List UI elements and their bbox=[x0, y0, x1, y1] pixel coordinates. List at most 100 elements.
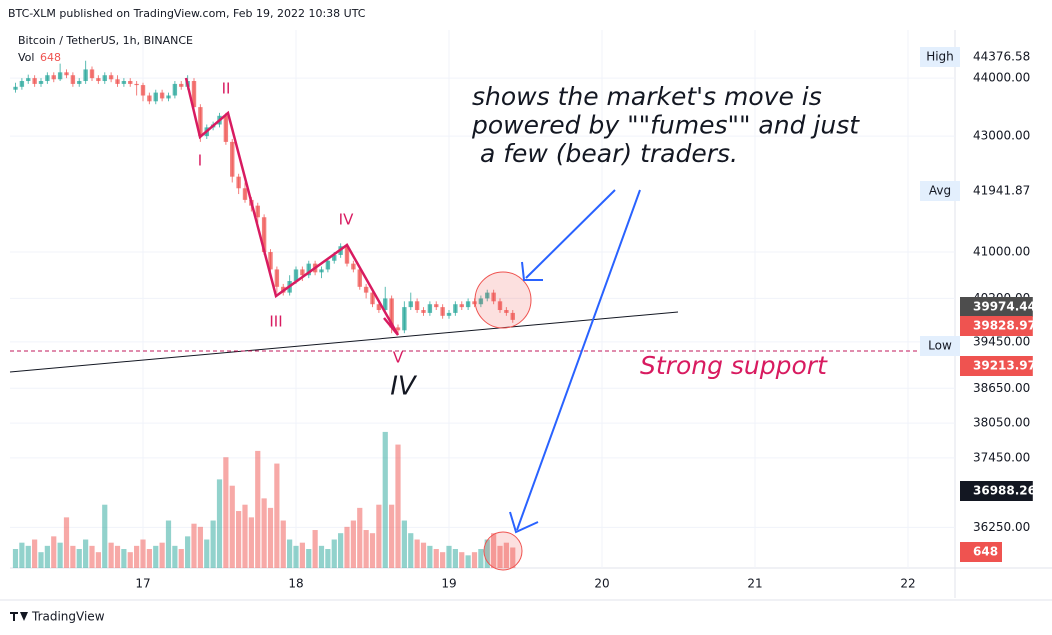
candle-body bbox=[268, 252, 273, 270]
price-box bbox=[960, 297, 1033, 317]
volume-bar bbox=[401, 520, 407, 568]
volume-bar bbox=[102, 504, 108, 568]
volume-bar bbox=[382, 431, 388, 568]
volume-bar bbox=[318, 545, 325, 568]
arrow bbox=[525, 189, 616, 279]
y-tick-label: 37450.00 bbox=[973, 450, 1030, 464]
note-line: powered by ""fumes"" and just bbox=[471, 111, 860, 140]
volume-bar bbox=[12, 549, 19, 568]
candle-body bbox=[57, 72, 63, 80]
volume-bar bbox=[420, 542, 427, 568]
candle-body bbox=[230, 141, 235, 177]
volume-bar bbox=[236, 511, 242, 568]
candle-body bbox=[363, 286, 369, 293]
price-tag: 648 bbox=[973, 545, 998, 559]
candle-body bbox=[108, 75, 114, 80]
candle-body bbox=[440, 307, 445, 316]
volume-bar bbox=[19, 542, 25, 568]
candle-body bbox=[306, 263, 311, 276]
note-line: shows the market's move is bbox=[472, 82, 822, 111]
candle-body bbox=[255, 205, 260, 218]
candle-body bbox=[459, 304, 464, 308]
volume-bar bbox=[210, 520, 216, 568]
grid bbox=[10, 30, 955, 568]
volume-bar bbox=[293, 545, 299, 568]
volume-bar bbox=[44, 545, 50, 568]
candle-body bbox=[497, 301, 503, 311]
volume-bar bbox=[83, 539, 89, 568]
candle-body bbox=[434, 304, 439, 308]
volume-bar bbox=[440, 552, 446, 568]
y-tick-label: 43000.00 bbox=[973, 129, 1030, 143]
candle-body bbox=[153, 92, 158, 102]
candle-body bbox=[198, 107, 203, 137]
volume-bar bbox=[172, 545, 178, 568]
volume-bar bbox=[510, 547, 516, 568]
candle-body bbox=[274, 269, 280, 287]
highlight bbox=[483, 531, 523, 571]
tag-box bbox=[920, 181, 960, 201]
volume-bar bbox=[146, 549, 152, 568]
volume-bar bbox=[204, 539, 210, 568]
candle-body bbox=[389, 298, 394, 328]
volume-bar bbox=[267, 507, 274, 568]
volume bbox=[12, 431, 516, 568]
volume-bar bbox=[191, 523, 197, 568]
candle-body bbox=[236, 176, 241, 189]
candle-body bbox=[408, 301, 413, 308]
candle-body bbox=[510, 312, 515, 320]
candle-body bbox=[491, 292, 496, 302]
volume-bar bbox=[389, 504, 395, 568]
volume-bar bbox=[344, 526, 350, 568]
arrow-head bbox=[521, 261, 543, 281]
volume-bar bbox=[229, 485, 235, 568]
volume-bar bbox=[312, 530, 318, 568]
volume-bar bbox=[57, 542, 63, 568]
arrow bbox=[516, 189, 641, 531]
price-tag: 39213.97 bbox=[973, 359, 1036, 373]
x-tick-label: 20 bbox=[594, 577, 609, 591]
volume-bar bbox=[427, 545, 433, 568]
wave-label: II bbox=[222, 80, 231, 98]
volume-bar bbox=[465, 555, 471, 568]
volume-bar bbox=[216, 479, 223, 568]
volume-bar bbox=[38, 552, 44, 568]
price-tag: 39974.44 bbox=[973, 300, 1036, 314]
wave-label: IV bbox=[339, 211, 354, 229]
volume-bar bbox=[350, 520, 356, 568]
volume-bar bbox=[369, 533, 376, 568]
volume-bar bbox=[408, 533, 414, 568]
candle-body bbox=[465, 301, 471, 308]
volume-bar bbox=[223, 457, 229, 568]
candle-body bbox=[504, 310, 509, 313]
price-tag: 41941.87 bbox=[973, 184, 1030, 198]
volume-bar bbox=[121, 549, 127, 568]
wave-label: I bbox=[198, 152, 202, 170]
tag-box bbox=[920, 336, 960, 356]
volume-bar bbox=[357, 507, 363, 568]
wave-line bbox=[184, 77, 400, 336]
x-tick-label: 19 bbox=[441, 577, 456, 591]
volume-bar bbox=[299, 542, 305, 568]
arrow-head bbox=[509, 511, 539, 534]
price-scale: 44000.0043000.0041000.0040200.0039450.00… bbox=[920, 47, 1040, 562]
candle-body bbox=[261, 217, 267, 253]
candle-body bbox=[102, 75, 107, 82]
candle-body bbox=[453, 304, 458, 313]
y-tick-label: 41000.00 bbox=[973, 245, 1030, 259]
candle-body bbox=[191, 81, 197, 108]
y-tick-label: 38050.00 bbox=[973, 416, 1030, 430]
tag-box bbox=[920, 47, 960, 67]
x-tick-label: 22 bbox=[900, 577, 915, 591]
price-box bbox=[962, 181, 1040, 201]
support-label: Strong support bbox=[640, 351, 828, 380]
volume-bar bbox=[414, 539, 420, 568]
candle-body bbox=[402, 307, 407, 331]
volume-bar bbox=[32, 539, 38, 568]
price-box bbox=[960, 356, 1033, 376]
x-tick-label: 21 bbox=[747, 577, 762, 591]
candle-body bbox=[414, 301, 420, 311]
